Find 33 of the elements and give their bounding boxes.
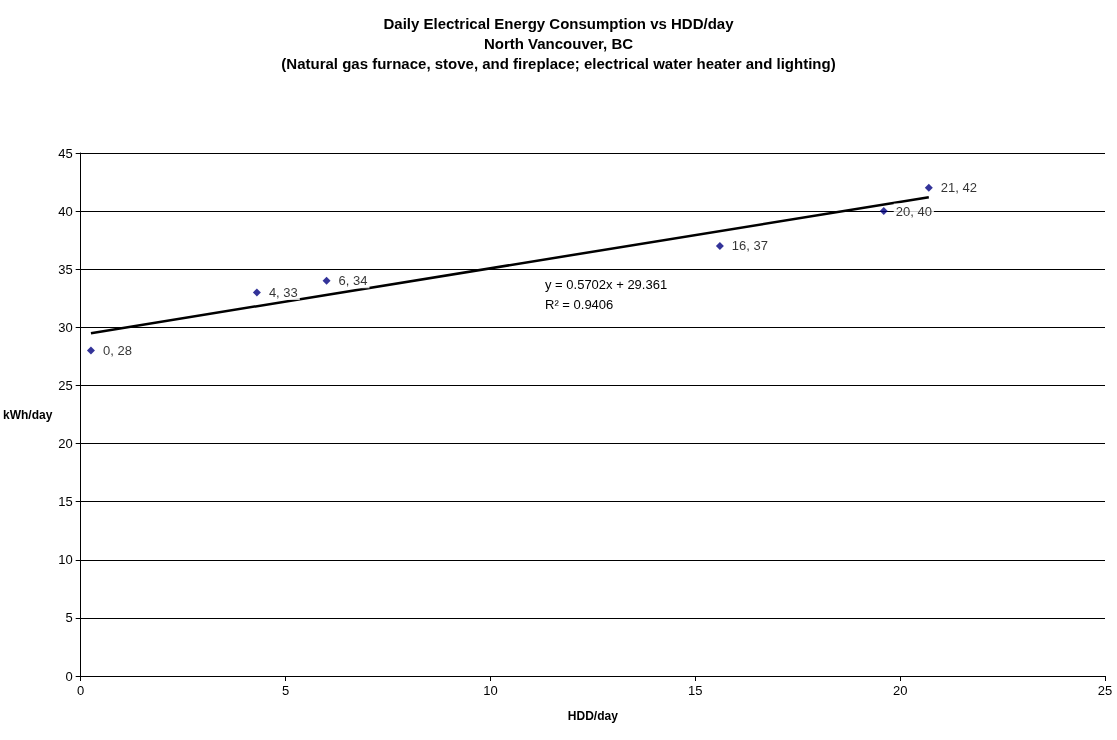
point	[879, 207, 888, 216]
x-axis-title: HDD/day	[567, 709, 619, 723]
y-tick-label: 20	[58, 436, 73, 452]
y-tick-label: 30	[58, 319, 73, 335]
data-label: 6, 34	[338, 273, 368, 289]
x-tick-label: 25	[1097, 683, 1113, 698]
y-tick-label: 45	[58, 145, 73, 161]
y-tick-label: 10	[58, 552, 73, 568]
data-label: 21, 42	[940, 180, 977, 196]
y-tick-label: 5	[65, 610, 73, 626]
x-tick-label: 15	[688, 683, 703, 698]
x-tick-label: 10	[483, 683, 498, 698]
data-label: 20, 40	[895, 203, 932, 219]
point	[252, 288, 261, 297]
data-label: 0, 28	[102, 343, 132, 359]
chart-title: Daily Electrical Energy Consumption vs HDD/day North Vancouver, BC (Natural gas furnace, stove, and fireplace; electrical water heater and lighting)	[281, 14, 836, 72]
x-tick-label: 0	[77, 683, 85, 698]
annotation: R² = 0.9406	[545, 297, 614, 312]
y-tick-label: 0	[65, 668, 73, 684]
y-axis-title: kWh/day	[3, 407, 53, 422]
x-tick-label: 5	[281, 683, 290, 698]
point	[322, 276, 331, 285]
annotation: y = 0.5702x + 29.361	[545, 277, 668, 292]
data-label: 4, 33	[268, 284, 298, 300]
y-tick-label: 40	[58, 203, 73, 219]
point	[86, 346, 95, 355]
point	[715, 241, 724, 250]
y-tick-label: 15	[58, 494, 73, 510]
x-tick-label: 20	[892, 683, 908, 698]
data-label: 16, 37	[731, 238, 769, 254]
y-tick-label: 35	[58, 261, 73, 277]
point	[924, 183, 933, 192]
y-tick-label: 25	[58, 377, 73, 393]
